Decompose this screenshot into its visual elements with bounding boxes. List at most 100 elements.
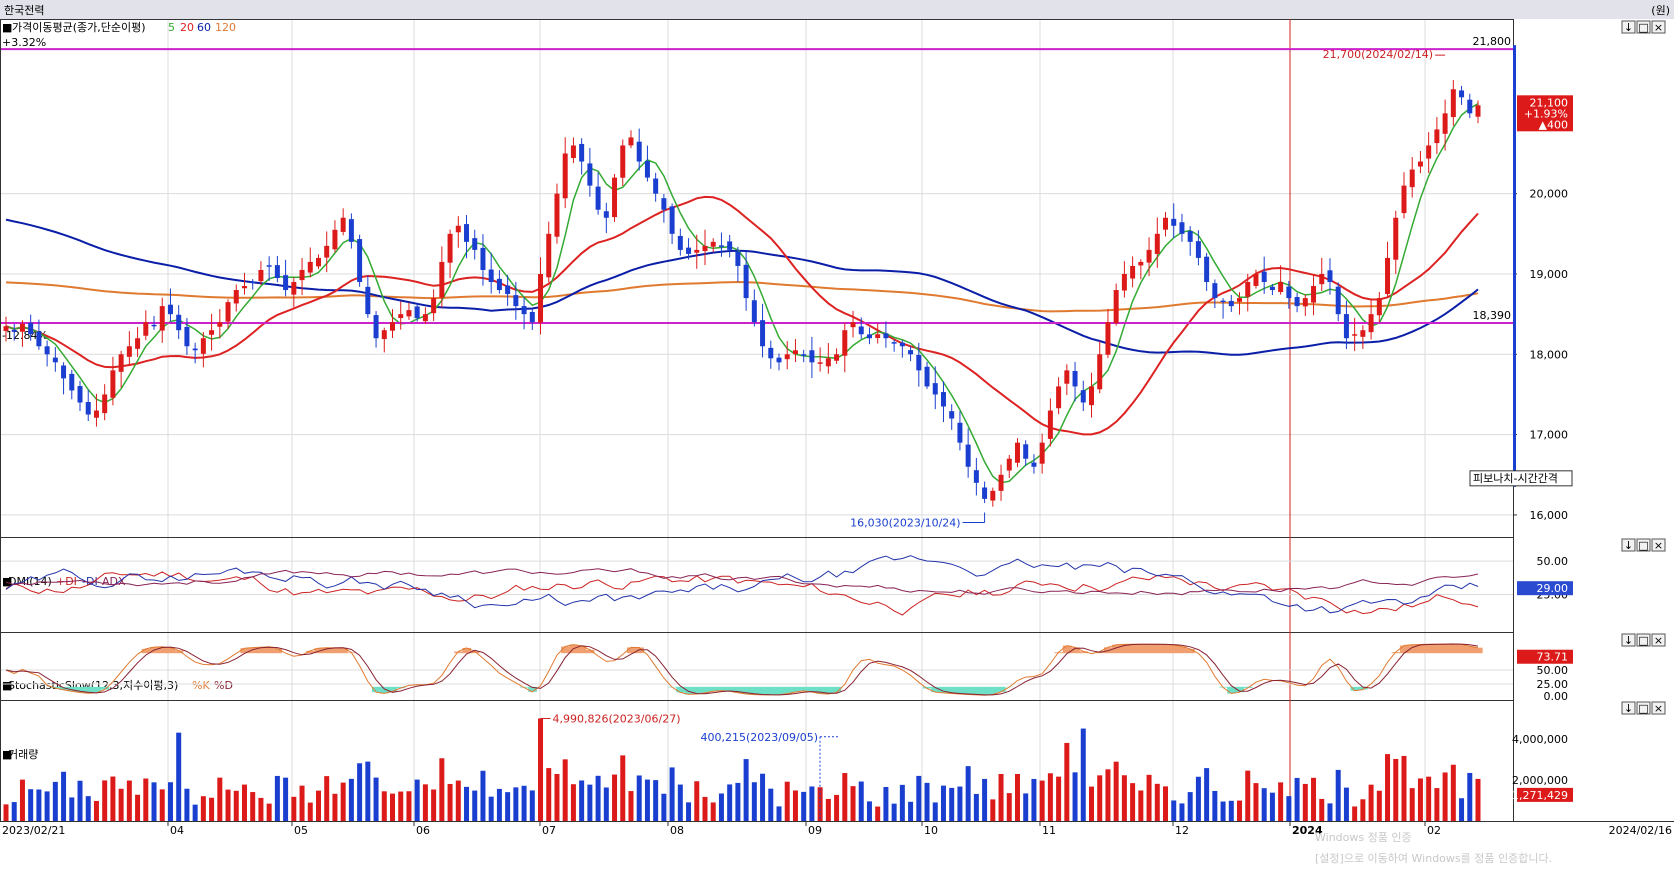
volume-bar <box>932 802 938 821</box>
dmi-panel[interactable]: ■ DMI(14) +DI -DI ADX <box>1 555 1513 616</box>
candle-body <box>414 306 420 319</box>
panel-button-label: ↓ <box>1624 702 1633 715</box>
volume-bar <box>1014 774 1020 821</box>
volume-bar <box>422 784 428 821</box>
volume-bar <box>554 773 560 821</box>
stoch-overbought-fill <box>1054 652 1064 654</box>
stoch-overbought-fill <box>1070 647 1080 654</box>
volume-bar <box>1442 772 1448 821</box>
volume-bar <box>1426 776 1432 821</box>
candle-body <box>513 295 519 307</box>
stoch-overbought-fill <box>1128 644 1138 654</box>
volume-bar <box>834 794 840 821</box>
candle-body <box>908 350 914 355</box>
candle-body <box>1450 89 1456 118</box>
candle-body <box>620 145 626 178</box>
volume-bar <box>1064 742 1070 821</box>
volume-bar <box>595 775 601 821</box>
stoch-overbought-fill <box>1079 651 1088 654</box>
volume-bar <box>307 802 313 821</box>
panel-button-label: □ <box>1638 702 1648 715</box>
volume-bar <box>1113 761 1119 821</box>
candle-body <box>1220 300 1226 303</box>
candle-body <box>1146 249 1152 263</box>
volume-bar <box>620 755 626 821</box>
volume-bar <box>1088 786 1094 821</box>
volume-bar <box>1204 768 1210 821</box>
candle-body <box>102 394 108 414</box>
panel-frame-price <box>0 19 1514 538</box>
stoch-overbought-fill <box>248 647 258 654</box>
stoch-overbought-fill <box>141 648 151 654</box>
volume-bar <box>891 803 897 821</box>
x-tick-label: 09 <box>808 824 822 837</box>
volume-bar <box>77 780 83 821</box>
stoch-oversold-fill <box>807 686 817 692</box>
vol-current-value: 1,271,429 <box>1512 789 1568 802</box>
price-indicator-title: 가격이동평균(종가,단순이평) <box>12 21 146 34</box>
volume-bar <box>93 800 99 821</box>
volume-bar <box>1286 796 1292 821</box>
candle-body <box>825 358 831 367</box>
candle-body <box>1187 231 1193 242</box>
volume-bar <box>357 763 363 821</box>
volume-bar <box>1245 770 1251 821</box>
volume-bar <box>439 758 445 821</box>
volume-bar <box>1056 776 1062 821</box>
volume-bar <box>965 766 971 821</box>
volume-bar <box>1319 798 1325 821</box>
stoch-oversold-fill <box>964 686 973 695</box>
stoch-oversold-fill <box>725 686 735 692</box>
stoch-oversold-fill <box>388 686 398 692</box>
panel-buttons[interactable]: ↓ □ × ↓ □ × ↓ □ × ↓ □ × <box>1621 20 1666 715</box>
candle-body <box>1302 298 1308 307</box>
volume-bar <box>603 787 609 821</box>
volume-bar <box>957 786 963 821</box>
volume-bar <box>505 792 511 821</box>
volume-bar <box>1450 764 1456 821</box>
stoch-tick-50: 50.00 <box>1537 664 1569 677</box>
volume-bar <box>151 782 157 821</box>
stoch-overbought-fill <box>306 650 315 654</box>
candle-body <box>1360 330 1366 337</box>
stoch-oversold-fill <box>996 686 1006 692</box>
volume-bar <box>291 796 297 821</box>
candle-body <box>1459 90 1465 98</box>
stoch-oversold-fill <box>816 686 825 694</box>
watermark-line1: Windows 정품 인증 <box>1315 831 1412 844</box>
stochastic-panel[interactable]: ■ StochasticSlow(12,3,지수이평,3) %K %D <box>1 643 1513 696</box>
stochastic-title: StochasticSlow(12,3,지수이평,3) <box>8 679 178 692</box>
candle-body <box>1286 286 1292 299</box>
volume-bar <box>1006 793 1012 821</box>
stoch-oversold-fill <box>684 686 694 695</box>
candle-body <box>768 347 774 359</box>
price-panel[interactable]: ■ 가격이동평균(종가,단순이평) 5 20 60 120 +3.32% -12… <box>0 20 1513 530</box>
candle-body <box>1204 256 1210 283</box>
candle-body <box>595 186 601 210</box>
volume-bar <box>1327 803 1333 821</box>
candle-body <box>1475 105 1481 117</box>
volume-bar <box>488 796 494 821</box>
dmi-current-value: 29.00 <box>1537 582 1569 595</box>
volume-bar <box>143 778 149 821</box>
stoch-oversold-fill <box>51 686 60 689</box>
volume-bar <box>1343 787 1349 821</box>
volume-bar <box>332 793 338 821</box>
volume-bar <box>1385 754 1391 821</box>
candle-body <box>817 362 823 364</box>
candle-body <box>1368 314 1374 333</box>
stoch-oversold-fill <box>380 686 389 694</box>
volume-bar <box>1039 780 1045 821</box>
volume-panel[interactable]: ■ 거래량 4,990,826(2023/06/27) 400,215(2023/… <box>2 712 1481 821</box>
stoch-overbought-fill <box>1153 644 1162 654</box>
svg-text:■: ■ <box>2 21 12 34</box>
candle-body <box>1261 271 1267 283</box>
candle-body <box>801 354 807 356</box>
candle-body <box>1080 390 1086 403</box>
volume-bar <box>44 791 50 821</box>
panel-button-label: □ <box>1638 634 1648 647</box>
volume-bar <box>1417 778 1423 821</box>
volume-bar <box>1187 792 1193 821</box>
volume-bar <box>866 801 872 821</box>
